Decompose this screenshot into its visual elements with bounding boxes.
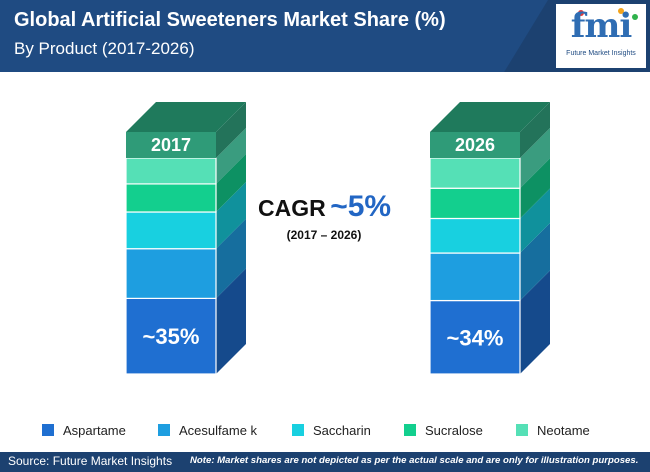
header-title-panel xyxy=(0,0,548,72)
bar-side-2017-4 xyxy=(216,128,246,184)
stacked-bar-chart: 2017 ~35% 2026 ~34% xyxy=(125,102,550,375)
legend-label: Neotame xyxy=(537,423,590,438)
bar-segment-2026-1 xyxy=(429,252,521,302)
legend-item-acesulfame: Acesulfame k xyxy=(158,423,257,438)
legend-item-saccharin: Saccharin xyxy=(292,423,371,438)
legend-label: Saccharin xyxy=(313,423,371,438)
footer-note: Note: Market shares are not depicted as … xyxy=(190,455,639,466)
logo-dot-green xyxy=(632,14,638,20)
bar-segment-2026-0 xyxy=(429,299,521,375)
cagr-period: (2017 – 2026) xyxy=(286,228,362,242)
fmi-logo: fmi Future Market Insights xyxy=(556,4,646,68)
bar-segment-2017-4 xyxy=(125,157,217,185)
chart-legend: Aspartame Acesulfame k Saccharin Sucralo… xyxy=(0,418,650,444)
bar-segment-2017-1 xyxy=(125,248,217,300)
bar-side-2026-0 xyxy=(520,270,550,374)
bar-top-2017 xyxy=(126,102,246,132)
legend-label: Acesulfame k xyxy=(179,423,258,438)
cagr-label: CAGR xyxy=(258,195,326,221)
legend-label: Sucralose xyxy=(425,423,483,438)
bar-side-2017-3 xyxy=(216,153,246,212)
chart-title: Global Artificial Sweeteners Market Shar… xyxy=(14,9,446,31)
bar-cap-2026 xyxy=(430,132,520,158)
bar-year-label-2017: 2017 xyxy=(151,135,191,155)
bar-side-2026-2 xyxy=(520,188,550,254)
legend-swatch xyxy=(42,424,54,436)
logo-dot-red xyxy=(578,10,584,16)
bar-segment-2026-2 xyxy=(429,217,521,254)
cagr-callout: CAGR ~5% xyxy=(258,190,391,224)
bar-cap-side-2017 xyxy=(216,102,246,158)
bar-segment-2026-3 xyxy=(429,187,521,220)
bar-side-2017-0 xyxy=(216,268,246,374)
logo-company-name: Future Market Insights xyxy=(566,50,636,57)
legend-swatch xyxy=(158,424,170,436)
bar-cap-side-2026 xyxy=(520,102,550,158)
bar-side-2017-1 xyxy=(216,218,246,299)
footer-source: Source: Future Market Insights xyxy=(8,454,173,468)
bar-side-2017-2 xyxy=(216,182,246,249)
chart-subtitle: By Product (2017-2026) xyxy=(14,39,195,58)
legend-label: Aspartame xyxy=(63,423,126,438)
logo-mark: fmi xyxy=(570,6,633,46)
bar-side-2026-4 xyxy=(520,128,550,189)
bar-segment-2017-2 xyxy=(125,211,217,250)
bar-side-2026-1 xyxy=(520,223,550,301)
legend-item-sucralose: Sucralose xyxy=(404,423,483,438)
footer-bar: Source: Future Market Insights Note: Mar… xyxy=(0,452,650,472)
logo-dot-orange xyxy=(618,8,624,14)
bar-side-2026-3 xyxy=(520,158,550,219)
bar-value-label-2026: ~34% xyxy=(447,325,504,350)
bar-top-2026 xyxy=(430,102,550,132)
legend-swatch xyxy=(516,424,528,436)
bar-segment-2026-4 xyxy=(429,157,521,189)
bar-year-label-2026: 2026 xyxy=(455,135,495,155)
bar-segment-2017-3 xyxy=(125,183,217,213)
header-banner: Global Artificial Sweeteners Market Shar… xyxy=(0,0,650,72)
legend-swatch xyxy=(404,424,416,436)
cagr-value: ~5% xyxy=(330,190,392,223)
legend-swatch xyxy=(292,424,304,436)
legend-item-neotame: Neotame xyxy=(516,423,590,438)
bar-segment-2017-0 xyxy=(125,297,217,375)
bar-cap-2017 xyxy=(126,132,216,158)
bar-value-label-2017: ~35% xyxy=(143,324,200,349)
legend-item-aspartame: Aspartame xyxy=(42,423,126,438)
